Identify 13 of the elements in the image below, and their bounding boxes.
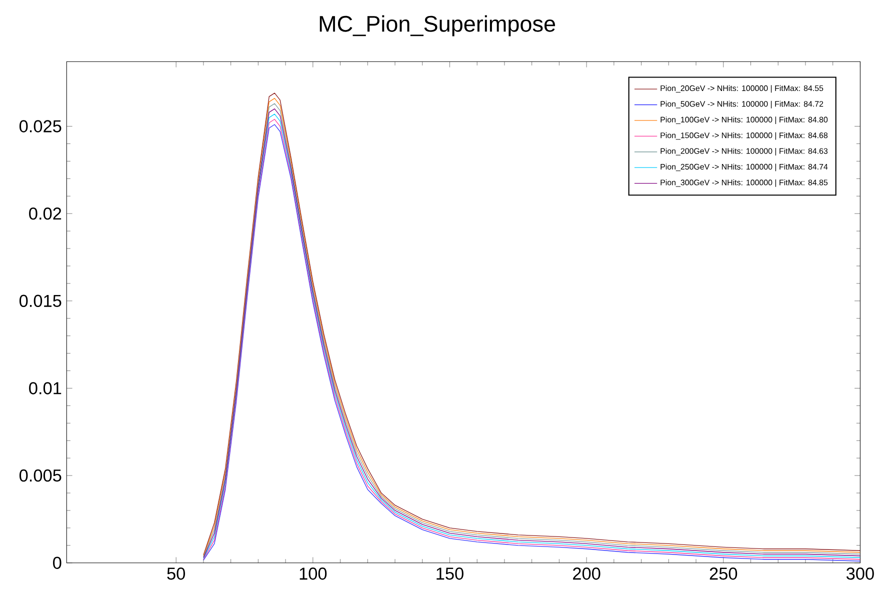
x-tick-label: 250 xyxy=(710,568,738,580)
x-tick-label: 150 xyxy=(436,568,464,580)
x-tick-label: 200 xyxy=(573,568,600,580)
y-tick-label: 0.015 xyxy=(19,294,62,308)
y-tick-label: 0 xyxy=(53,556,62,570)
x-tick-label: 50 xyxy=(167,568,186,580)
y-tick-label: 0.025 xyxy=(19,120,62,133)
chart-title: MC_Pion_Superimpose xyxy=(320,15,556,36)
y-tick-label: 0.01 xyxy=(29,382,62,394)
x-tick-label: 300 xyxy=(846,568,874,580)
y-tick-label: 0.02 xyxy=(29,208,62,220)
x-tick-label: 100 xyxy=(300,568,327,580)
y-tick-label: 0.005 xyxy=(19,470,62,482)
